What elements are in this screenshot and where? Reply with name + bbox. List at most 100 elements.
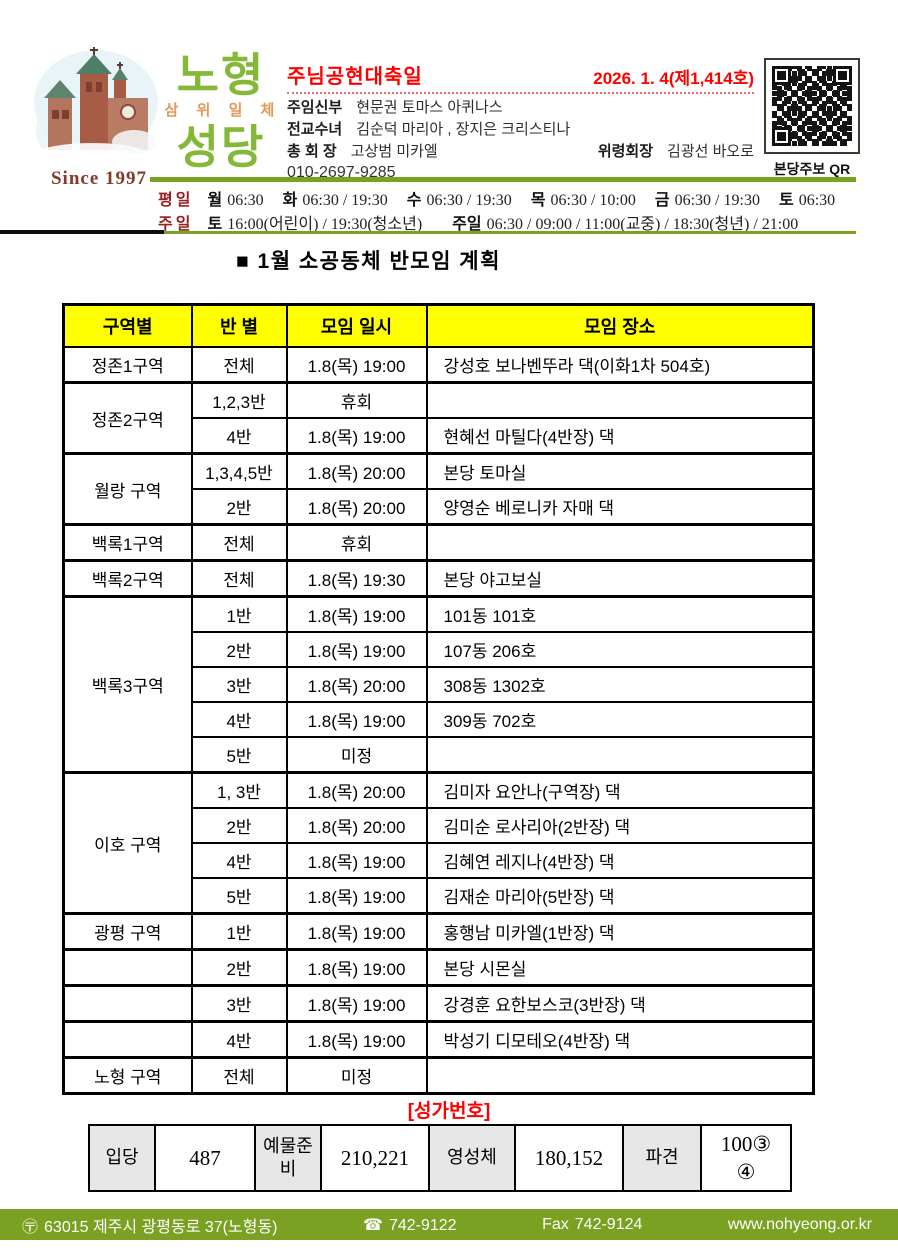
table-row: 5반 1.8(목) 19:00 김재순 마리아(5반장) 댁 — [64, 877, 815, 915]
hymn-label: 입당 — [88, 1124, 156, 1192]
place-cell: 101동 101호 — [425, 595, 815, 633]
table-row: 5반 미정 — [64, 736, 815, 774]
ban-cell: 1반 — [190, 595, 288, 633]
table-row: 월랑 구역 1,3,4,5반 1.8(목) 20:00 본당 토마실 — [62, 452, 815, 526]
hymn-table: 입당 487 예물준비 210,221 영성체 180,152 파견 100③ … — [88, 1124, 792, 1192]
hymn-value: 180,152 — [514, 1124, 624, 1192]
hymn-value: 487 — [154, 1124, 256, 1192]
place-cell — [425, 736, 815, 774]
ban-cell: 1, 3반 — [190, 771, 288, 809]
hymn-section-title: [성가번호] — [407, 1101, 491, 1122]
time-cell: 1.8(목) 19:00 — [285, 877, 428, 915]
contact-phone: 010-2697-9285 — [287, 164, 396, 181]
hymn-label: 파견 — [622, 1124, 702, 1192]
place-cell: 107동 206호 — [425, 631, 815, 668]
role-label: 주임신부 — [287, 99, 343, 116]
table-row: 이호 구역 1, 3반 1.8(목) 20:00 김미자 요안나(구역장) 댁 — [62, 771, 815, 915]
hymn-value: 100③ ④ — [700, 1124, 792, 1192]
weekday-mass-times: 평일 월 06:30 화 06:30 / 19:30 수 06:30 / 19:30 … — [158, 186, 878, 210]
zone-cell: 월랑 구역 — [62, 452, 193, 526]
col-header: 반 별 — [190, 303, 288, 348]
hymn-row: 입당 487 예물준비 210,221 영성체 180,152 파견 100③ … — [88, 1124, 792, 1192]
time-cell: 1.8(목) 19:00 — [285, 984, 428, 1023]
ban-cell: 전체 — [190, 346, 288, 384]
place-cell: 김혜연 레지나(4반장) 댁 — [425, 842, 815, 879]
qr-finder-icon — [833, 66, 852, 85]
zone-cell — [62, 984, 193, 1023]
weekday-label: 평일 — [158, 192, 194, 209]
meeting-plan-table: 구역별 반 별 모임 일시 모임 장소 정존1구역 전체 1.8(목) 19:0… — [62, 303, 815, 1095]
mass-time: 목 06:30 / 10:00 — [530, 192, 636, 209]
place-cell: 김재순 마리아(5반장) 댁 — [425, 877, 815, 915]
table-row: 노형 구역 전체 미정 — [62, 1056, 815, 1095]
ban-cell: 3반 — [190, 984, 288, 1023]
time-cell: 1.8(목) 19:00 — [285, 948, 428, 987]
time-cell: 1.8(목) 20:00 — [285, 807, 428, 844]
mass-time: 월 06:30 — [207, 192, 264, 209]
mass-time: 토 06:30 — [778, 192, 836, 209]
time-cell: 1.8(목) 19:00 — [285, 631, 428, 668]
time-cell: 1.8(목) 19:00 — [285, 346, 428, 384]
zone-cell: 정존2구역 — [62, 381, 193, 455]
ban-cell: 4반 — [190, 1020, 288, 1059]
masthead-info: 주님공현대축일 2026. 1. 4(제1,414호) 주임신부 현문권 토마스… — [287, 60, 754, 182]
ban-cell: 4반 — [190, 842, 288, 879]
footer-website: www.nohyeong.or.kr — [727, 1215, 872, 1233]
table-row: 4반 1.8(목) 19:00 현혜선 마틸다(4반장) 댁 — [64, 417, 815, 455]
hymn-value-line: 100③ — [720, 1131, 772, 1156]
time-cell: 휴회 — [285, 381, 428, 419]
table-row: 3반 1.8(목) 19:00 강경훈 요한보스코(3반장) 댁 — [62, 984, 815, 1023]
church-illustration — [32, 46, 160, 170]
role-name: 김광선 바오로 — [667, 143, 754, 160]
logo-line1: 노형 — [176, 49, 266, 101]
zone-cell: 백록3구역 — [62, 595, 193, 774]
hymn-value: 210,221 — [320, 1124, 430, 1192]
col-header: 모임 일시 — [285, 303, 428, 348]
col-header: 구역별 — [62, 303, 193, 348]
ban-cell: 1,3,4,5반 — [190, 452, 288, 490]
qr-block: 본당주보 QR — [762, 58, 862, 179]
zone-cell: 이호 구역 — [62, 771, 193, 915]
table-row: 백록1구역 전체 휴회 — [62, 523, 815, 562]
ban-cell: 전체 — [190, 559, 288, 598]
time-cell: 미정 — [285, 1056, 428, 1095]
staff-line: 주임신부 현문권 토마스 아퀴나스 — [287, 99, 754, 116]
ban-cell: 5반 — [190, 736, 288, 774]
hymn-value-line: ④ — [736, 1160, 756, 1184]
zone-cell: 백록1구역 — [62, 523, 193, 562]
time-cell: 1.8(목) 19:00 — [285, 701, 428, 738]
ban-cell: 2반 — [190, 631, 288, 668]
qr-finder-icon — [772, 127, 791, 146]
parish-logo: 노형 삼 위 일 체 성당 — [160, 52, 282, 170]
zone-cell: 노형 구역 — [62, 1056, 193, 1095]
mass-time: 화 06:30 / 19:30 — [282, 192, 388, 209]
ban-cell: 2반 — [190, 488, 288, 526]
place-cell — [425, 381, 815, 419]
zone-cell: 백록2구역 — [62, 559, 193, 598]
mass-time: 주일 06:30 / 09:00 / 11:00(교중) / 18:30(청년) … — [452, 216, 799, 233]
time-cell: 1.8(목) 19:00 — [285, 595, 428, 633]
ban-cell: 5반 — [190, 877, 288, 915]
table-row: 백록3구역 1반 1.8(목) 19:00 101동 101호 — [62, 595, 815, 774]
ban-cell: 1,2,3반 — [190, 381, 288, 419]
address-text: 63015 제주시 광평동로 37(노형동) — [44, 1218, 278, 1236]
time-cell: 1.8(목) 20:00 — [285, 488, 428, 526]
ban-cell: 2반 — [190, 807, 288, 844]
col-header: 모임 장소 — [425, 303, 815, 348]
table-row: 광평 구역 1반 1.8(목) 19:00 홍행남 미카엘(1반장) 댁 — [62, 912, 815, 951]
place-cell: 박성기 디모테오(4반장) 댁 — [425, 1020, 815, 1059]
place-cell: 강성호 보나벤뚜라 댁(이화1차 504호) — [425, 346, 815, 384]
since-label: Since 1997 — [50, 168, 148, 189]
place-cell: 309동 702호 — [425, 701, 815, 738]
place-cell: 김미자 요안나(구역장) 댁 — [425, 771, 815, 809]
place-cell — [425, 523, 815, 562]
place-cell: 본당 야고보실 — [425, 559, 815, 598]
role-label: 전교수녀 — [287, 121, 343, 138]
role-name: 고상범 미카엘 — [350, 143, 438, 160]
ban-cell: 전체 — [190, 523, 288, 562]
staff-line: 총 회 장 고상범 미카엘 위령회장 김광선 바오로 — [287, 143, 754, 160]
place-cell: 양영순 베로니카 자매 댁 — [425, 488, 815, 526]
phone-icon: ☎ — [363, 1216, 383, 1234]
fax-number: 742-9124 — [574, 1215, 643, 1233]
